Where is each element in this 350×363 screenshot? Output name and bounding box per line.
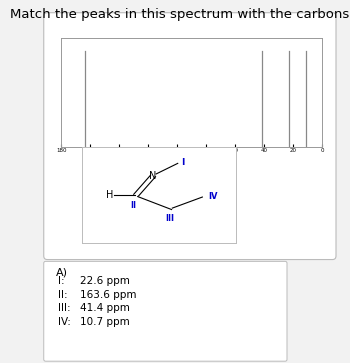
Text: 10.7 ppm: 10.7 ppm xyxy=(80,317,130,327)
Text: A): A) xyxy=(56,268,68,278)
Text: I: I xyxy=(181,158,184,167)
Text: III: III xyxy=(166,214,175,223)
Text: 41.4 ppm: 41.4 ppm xyxy=(80,303,130,313)
Text: 22.6 ppm: 22.6 ppm xyxy=(80,276,130,286)
X-axis label: PPM: PPM xyxy=(185,154,198,158)
Text: IV: IV xyxy=(208,192,218,201)
Text: II:: II: xyxy=(58,290,67,300)
Text: Match the peaks in this spectrum with the carbons on the structure belo: Match the peaks in this spectrum with th… xyxy=(10,8,350,21)
Text: H: H xyxy=(106,190,114,200)
Text: IV:: IV: xyxy=(58,317,71,327)
Text: II: II xyxy=(130,201,136,210)
Text: N: N xyxy=(149,171,157,181)
Text: I:: I: xyxy=(58,276,64,286)
Text: III:: III: xyxy=(58,303,70,313)
Text: 163.6 ppm: 163.6 ppm xyxy=(80,290,137,300)
